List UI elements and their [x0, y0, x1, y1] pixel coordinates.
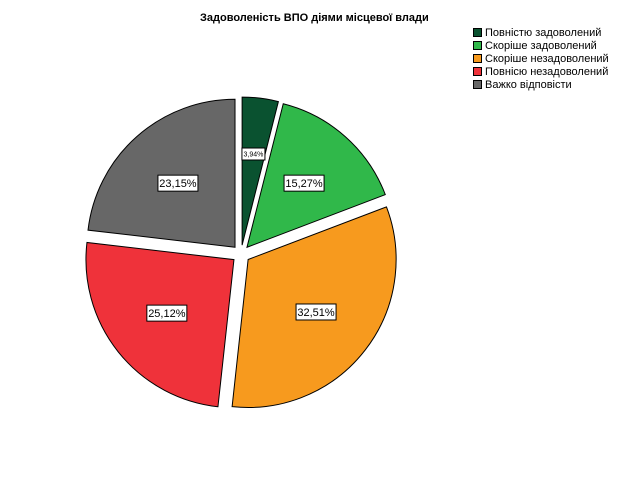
pie-slice	[85, 241, 235, 408]
legend-label: Повністю задоволений	[485, 26, 602, 39]
slice-label-text: 3,94%	[244, 151, 264, 158]
legend-swatch	[473, 41, 482, 50]
slice-label: 15,27%	[283, 174, 325, 192]
legend-item: Повністю задоволений	[473, 26, 609, 39]
slice-label-box	[295, 303, 337, 321]
legend-item: Важко відповісти	[473, 78, 609, 91]
slice-label-box	[146, 304, 188, 322]
slice-label: 23,15%	[157, 174, 199, 192]
slice-label-text: 15,27%	[285, 178, 323, 190]
slice-label: 25,12%	[146, 304, 188, 322]
legend-swatch	[473, 54, 482, 63]
legend-swatch	[473, 80, 482, 89]
slice-label-box	[157, 174, 199, 192]
pie-slice	[87, 98, 236, 248]
legend-swatch	[473, 28, 482, 37]
legend-label: Скоріше задоволений	[485, 39, 597, 52]
legend-swatch	[473, 67, 482, 76]
slice-label-box	[241, 147, 266, 161]
slice-label-text: 25,12%	[148, 308, 186, 320]
slice-label: 3,94%	[241, 147, 266, 161]
legend-item: Скоріше незадоволений	[473, 52, 609, 65]
legend-label: Повнісю незадоволений	[485, 65, 609, 78]
slice-label: 32,51%	[295, 303, 337, 321]
legend-item: Повнісю незадоволений	[473, 65, 609, 78]
legend-label: Скоріше незадоволений	[485, 52, 609, 65]
slice-label-text: 32,51%	[297, 307, 335, 319]
legend-item: Скоріше задоволений	[473, 39, 609, 52]
legend-label: Важко відповісти	[485, 78, 572, 91]
chart-title-text: Задоволеність ВПО діями місцевої влади	[200, 12, 429, 24]
slice-label-text: 23,15%	[159, 178, 197, 190]
slice-label-box	[283, 174, 325, 192]
legend: Повністю задоволений Скоріше задоволений С…	[473, 26, 609, 91]
pie-slice	[241, 96, 279, 246]
